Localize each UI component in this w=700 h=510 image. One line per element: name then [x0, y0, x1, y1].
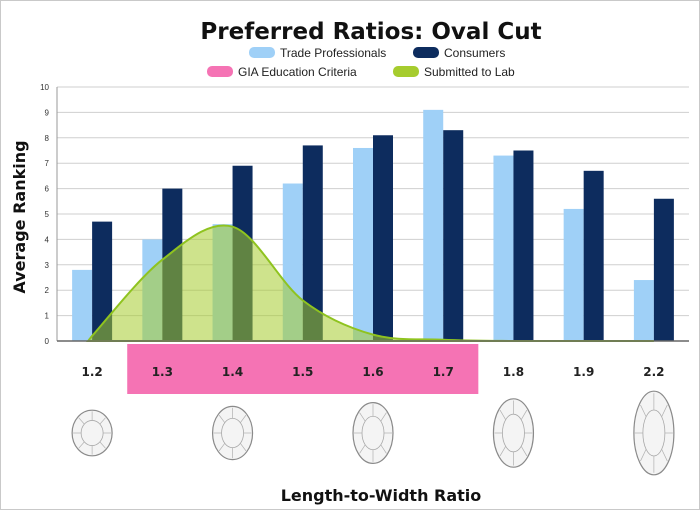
y-tick-label: 8: [45, 134, 50, 143]
legend-label-trade-professionals: Trade Professionals: [280, 46, 386, 60]
legend-swatch-trade-professionals: [249, 47, 275, 58]
bar-trade-professionals: [633, 280, 654, 341]
x-tick-label: 1.3: [152, 365, 173, 379]
bar-consumers: [92, 221, 113, 341]
x-tick-label: 1.5: [292, 365, 313, 379]
gia-education-criteria-band: [127, 344, 479, 394]
oval-facet-line-icon: [499, 409, 506, 420]
x-tick-label: 2.2: [643, 365, 664, 379]
oval-facet-line-icon: [499, 446, 506, 457]
oval-facet-line-icon: [240, 414, 247, 423]
oval-facet-line-icon: [78, 441, 85, 449]
y-tick-label: 1: [45, 312, 50, 321]
y-tick-label: 3: [45, 261, 50, 270]
y-tick-label: 9: [45, 108, 50, 117]
legend: Trade Professionals Consumers GIA Educat…: [207, 46, 515, 79]
y-axis-title: Average Ranking: [10, 140, 29, 293]
x-tick-label: 1.4: [222, 365, 243, 379]
oval-facet-line-icon: [99, 441, 106, 449]
oval-facet-line-icon: [99, 417, 106, 425]
bar-consumers: [373, 135, 393, 341]
bar-consumers: [513, 150, 534, 341]
legend-swatch-gia-education-criteria: [207, 66, 233, 77]
bar-consumers: [583, 170, 604, 341]
oval-facet-line-icon: [218, 443, 226, 452]
x-tick-label: 1.8: [503, 365, 524, 379]
x-tick-label: 1.7: [433, 365, 454, 379]
bar-consumers: [653, 198, 674, 341]
oval-facet-line-icon: [380, 412, 387, 422]
y-tick-label: 2: [45, 286, 50, 295]
bar-trade-professionals: [423, 109, 444, 341]
bar-trade-professionals: [563, 208, 584, 341]
legend-swatch-consumers: [413, 47, 439, 58]
bar-trade-professionals: [72, 269, 93, 341]
oval-facet-line-icon: [240, 443, 247, 452]
oval-facet-line-icon: [520, 446, 528, 457]
legend-swatch-submitted-to-lab: [393, 66, 419, 77]
x-tick-label: 1.9: [573, 365, 594, 379]
y-tick-label: 5: [45, 210, 50, 219]
legend-label-consumers: Consumers: [444, 46, 505, 60]
plot-area: 0 1 2 3 4 5 6 7 8 9 10 1.2 1.3 1.4 1.5 1.6 1.7 1.8 1.9 2.2: [40, 83, 689, 476]
bar-trade-professionals: [353, 147, 373, 341]
oval-facet-line-icon: [359, 444, 366, 454]
chart-title: Preferred Ratios: Oval Cut: [200, 19, 541, 45]
oval-facet-line-icon: [359, 412, 366, 422]
oval-facet-line-icon: [640, 404, 647, 417]
legend-label-submitted-to-lab: Submitted to Lab: [424, 65, 515, 79]
x-axis-title: Length-to-Width Ratio: [281, 486, 482, 505]
oval-facet-line-icon: [520, 409, 528, 420]
x-tick-label: 1.6: [362, 365, 383, 379]
oval-facet-line-icon: [78, 417, 85, 425]
oval-facet-line-icon: [640, 449, 647, 462]
y-tick-label: 4: [45, 235, 50, 244]
x-tick-label: 1.2: [81, 365, 102, 379]
oval-facet-line-icon: [380, 444, 387, 454]
bar-consumers: [302, 145, 323, 341]
y-tick-label: 0: [45, 337, 50, 346]
y-tick-label: 10: [40, 83, 49, 92]
legend-label-gia-education-criteria: GIA Education Criteria: [238, 65, 357, 79]
y-tick-label: 6: [45, 185, 50, 194]
oval-facet-line-icon: [661, 449, 668, 462]
oval-facet-line-icon: [661, 404, 668, 417]
oval-facet-line-icon: [218, 414, 226, 423]
bar-trade-professionals: [493, 155, 514, 341]
bar-consumers: [443, 130, 464, 341]
y-tick-label: 7: [45, 159, 50, 168]
